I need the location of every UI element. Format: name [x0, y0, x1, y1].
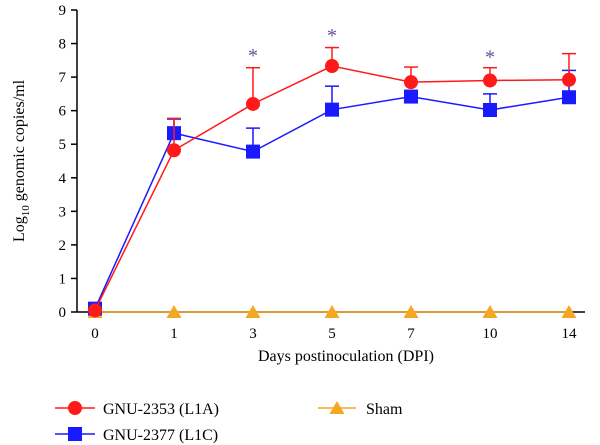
series-layer: [87, 46, 577, 318]
data-point: [482, 305, 498, 318]
series-0: [88, 46, 576, 318]
data-point: [403, 305, 419, 318]
x-tick-label: 1: [170, 326, 178, 342]
significance-marker: *: [248, 45, 258, 67]
y-tick-label: 1: [59, 271, 67, 287]
legend-marker: [68, 401, 82, 415]
data-point: [404, 89, 418, 104]
data-point: [324, 305, 340, 318]
data-point: [167, 143, 181, 158]
legend-label: GNU-2353 (L1A): [103, 401, 219, 418]
data-point: [325, 59, 339, 74]
x-tick-label: 3: [249, 326, 257, 342]
y-axis-title: Log10 genomic copies/ml: [11, 79, 32, 242]
data-point: [562, 72, 576, 87]
legend-label: GNU-2377 (L1C): [103, 427, 218, 444]
series-2: [87, 305, 577, 318]
series-line: [94, 95, 570, 309]
y-tick-label: 4: [59, 171, 67, 187]
data-point: [404, 75, 418, 90]
legend-item: GNU-2353 (L1A): [55, 401, 219, 418]
data-point: [166, 305, 182, 318]
y-tick-label: 9: [59, 3, 67, 19]
x-tick-label: 10: [483, 326, 498, 342]
data-point: [246, 96, 260, 111]
data-point: [245, 305, 261, 318]
data-point: [325, 102, 339, 117]
significance-marker: *: [485, 47, 495, 69]
legend-marker: [68, 427, 82, 441]
y-tick-label: 6: [59, 104, 67, 120]
x-tick-label: 7: [407, 326, 415, 342]
x-tick-label: 0: [91, 326, 99, 342]
legend-item: Sham: [318, 401, 403, 418]
data-point: [483, 73, 497, 88]
data-point: [561, 305, 577, 318]
annotation-layer: * * *: [248, 25, 495, 69]
y-tick-label: 7: [59, 70, 67, 86]
legend-item: GNU-2377 (L1C): [55, 427, 218, 444]
y-tick-label: 2: [59, 238, 67, 254]
y-tick-label: 0: [59, 305, 67, 321]
y-tick-label: 5: [59, 137, 67, 153]
x-tick-label: 14: [562, 326, 578, 342]
data-point: [246, 144, 260, 159]
x-tick-label: 5: [328, 326, 336, 342]
data-point: [562, 90, 576, 105]
legend-label: Sham: [366, 401, 403, 418]
data-point: [88, 303, 102, 318]
y-tick-label: 3: [59, 204, 67, 220]
legend: GNU-2353 (L1A) GNU-2377 (L1C) Sham: [55, 401, 403, 444]
series-1: [88, 69, 576, 316]
data-point: [483, 102, 497, 117]
x-axis-title: Days postinoculation (DPI): [258, 348, 434, 365]
significance-marker: *: [327, 25, 337, 47]
legend-marker: [329, 401, 345, 414]
y-tick-label: 8: [59, 37, 67, 53]
